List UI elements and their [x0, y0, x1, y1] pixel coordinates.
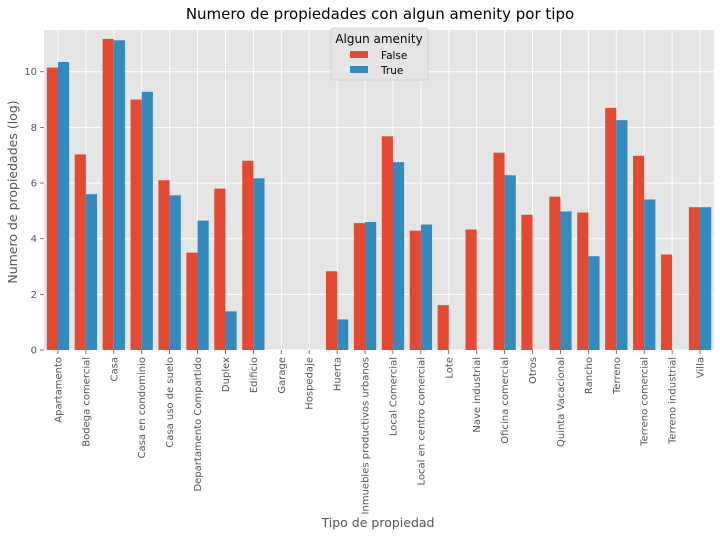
- bar-true-3: [141, 91, 153, 350]
- x-tick-label: Otros: [528, 357, 539, 384]
- bar-true-13: [420, 224, 433, 350]
- bar-false-15: [465, 229, 477, 350]
- x-tick-label: Edificio: [249, 357, 260, 393]
- bar-false-17: [521, 214, 533, 350]
- y-tick-label: 4: [31, 234, 37, 245]
- x-tick-label: Lote: [444, 357, 455, 379]
- bar-true-16: [504, 175, 516, 350]
- bar-false-11: [353, 223, 366, 350]
- y-axis-label: Numero de propiedades (log): [5, 100, 20, 283]
- x-tick-label: Local en centro comercial: [416, 357, 427, 485]
- x-tick-label: Villa: [696, 357, 707, 378]
- legend-title: Algun amenity: [335, 32, 422, 46]
- bar-false-16: [493, 152, 505, 350]
- x-axis-ticks: Apartamento Bodega comercial Casa Casa en c…: [53, 350, 707, 514]
- bar-true-7: [253, 178, 265, 350]
- bar-false-3: [130, 99, 142, 350]
- bar-true-12: [392, 162, 405, 350]
- x-axis-label: Tipo de propiedad: [321, 515, 435, 530]
- x-tick-label: Inmuebles productivos urbanos: [361, 357, 372, 514]
- x-tick-label: Apartamento: [53, 357, 64, 423]
- bar-false-4: [158, 180, 170, 350]
- y-tick-label: 0: [31, 346, 37, 357]
- bar-false-2: [102, 38, 114, 350]
- bar-false-1: [74, 154, 86, 350]
- bar-true-19: [588, 256, 600, 350]
- bar-false-21: [633, 155, 645, 350]
- x-tick-label: Rancho: [584, 357, 595, 394]
- x-tick-label: Duplex: [221, 357, 232, 392]
- legend-label-true: True: [380, 65, 403, 77]
- bar-true-11: [365, 222, 377, 350]
- bar-false-19: [577, 212, 589, 350]
- x-tick-label: Terreno: [612, 357, 623, 395]
- x-tick-label: Departamento Compartido: [193, 357, 204, 492]
- bars: [46, 38, 712, 350]
- bar-true-1: [85, 194, 98, 350]
- chart-title: Numero de propiedades con algun amenity …: [186, 5, 574, 23]
- x-tick-label: Terreno industrial: [668, 357, 679, 445]
- bar-true-5: [197, 220, 209, 350]
- y-tick-label: 8: [31, 123, 37, 134]
- legend-label-false: False: [381, 50, 407, 62]
- bar-true-0: [57, 62, 70, 350]
- y-axis-ticks: 0 2 4 6 8 10: [24, 67, 44, 357]
- legend-swatch-false: [350, 51, 368, 58]
- bar-true-2: [113, 40, 125, 350]
- legend-swatch-true: [350, 66, 368, 73]
- bar-false-18: [549, 196, 561, 350]
- bar-true-10: [337, 319, 349, 350]
- bar-false-7: [242, 160, 254, 350]
- bar-false-13: [409, 230, 421, 350]
- bar-false-5: [186, 252, 198, 350]
- bar-false-10: [325, 271, 338, 350]
- bar-true-20: [616, 120, 628, 350]
- x-tick-label: Nave industrial: [472, 357, 483, 433]
- bar-true-6: [225, 311, 237, 350]
- x-tick-label: Terreno comercial: [640, 357, 651, 447]
- bar-true-4: [169, 195, 181, 350]
- x-tick-label: Hospedaje: [305, 357, 316, 410]
- x-tick-label: Casa en condominio: [137, 357, 148, 458]
- x-tick-label: Casa: [109, 357, 120, 381]
- bar-false-0: [46, 67, 58, 350]
- bar-false-23: [688, 207, 701, 350]
- y-tick-label: 10: [24, 67, 37, 78]
- bar-true-23: [700, 207, 712, 350]
- bar-false-6: [214, 188, 226, 350]
- bar-true-21: [644, 199, 656, 350]
- x-tick-label: Oficina comercial: [500, 357, 511, 444]
- x-tick-label: Huerta: [333, 357, 344, 391]
- y-tick-label: 6: [31, 179, 37, 190]
- y-tick-label: 2: [31, 290, 37, 301]
- bar-true-18: [560, 211, 572, 350]
- bar-false-14: [437, 305, 449, 350]
- x-tick-label: Garage: [277, 357, 288, 394]
- plot-area: [44, 30, 714, 350]
- x-tick-label: Bodega comercial: [81, 357, 92, 447]
- bar-false-20: [605, 107, 617, 350]
- x-tick-label: Local Comercial: [388, 357, 399, 436]
- bar-false-22: [660, 254, 673, 350]
- legend: Algun amenity False True: [330, 27, 429, 81]
- x-tick-label: Quinta Vacacional: [556, 357, 567, 447]
- bar-false-12: [381, 136, 393, 350]
- x-tick-label: Casa uso de suelo: [165, 357, 176, 448]
